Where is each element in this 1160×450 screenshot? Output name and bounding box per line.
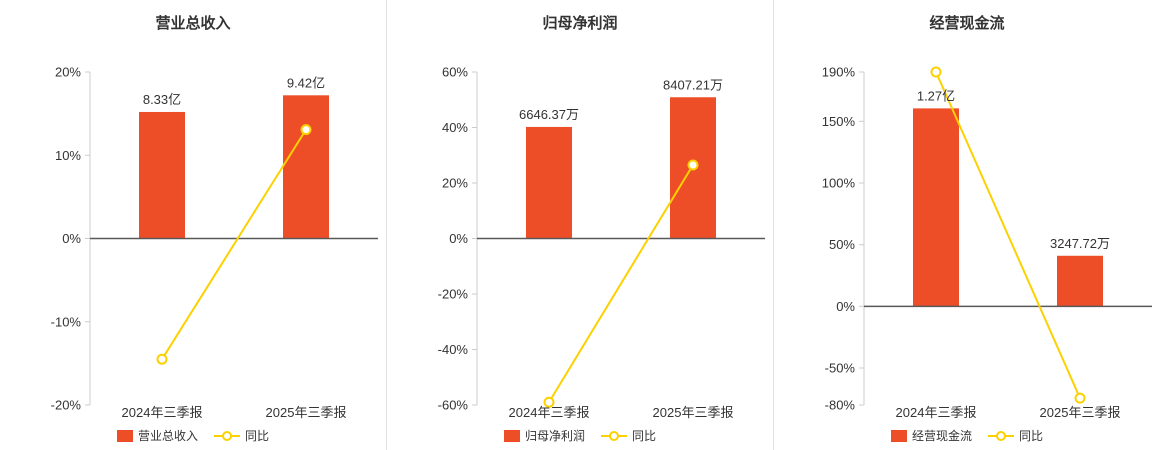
bar-swatch-icon bbox=[503, 429, 520, 442]
y-tick-label: 100% bbox=[822, 176, 856, 191]
x-category-label: 2024年三季报 bbox=[896, 405, 977, 420]
y-tick-label: -50% bbox=[825, 361, 856, 376]
x-category-label: 2025年三季报 bbox=[1040, 405, 1121, 420]
bar-value-label: 8407.21万 bbox=[663, 77, 723, 92]
y-tick-label: 50% bbox=[829, 237, 855, 252]
y-tick-label: 0% bbox=[449, 231, 468, 246]
legend-item-bar[interactable]: 营业总收入 bbox=[116, 427, 198, 444]
legend-bar-label: 营业总收入 bbox=[137, 429, 198, 443]
chart-legend-cash-flow: 经营现金流 同比 bbox=[774, 427, 1160, 444]
bar-value-label: 9.42亿 bbox=[287, 75, 325, 90]
y-tick-label: -60% bbox=[438, 398, 469, 413]
chart-legend-revenue: 营业总收入 同比 bbox=[0, 427, 386, 444]
chart-panel-net-profit: 60% 40% 20% 0% -20% -40% -60% 6646.37万 8407.21万 2… bbox=[386, 0, 773, 450]
yoy-line bbox=[935, 71, 1081, 399]
legend-line-label: 同比 bbox=[245, 429, 270, 443]
bar bbox=[1057, 255, 1103, 307]
chart-legend-net-profit: 归母净利润 同比 bbox=[387, 427, 773, 444]
legend-item-bar[interactable]: 经营现金流 bbox=[890, 427, 972, 444]
line-swatch-icon bbox=[601, 430, 627, 441]
legend-bar-label: 归母净利润 bbox=[524, 429, 585, 443]
yoy-line-marker bbox=[1074, 392, 1086, 404]
y-tick-label: -20% bbox=[51, 398, 82, 413]
bar bbox=[913, 108, 959, 307]
revenue-chart-canvas: 20% 10% 0% -10% -20% 8.33亿 9.42亿 2024年三季报 2025年三… bbox=[51, 65, 378, 420]
y-tick-label: -80% bbox=[825, 398, 856, 413]
yoy-line-marker bbox=[300, 124, 312, 136]
legend-item-line[interactable]: 同比 bbox=[214, 427, 269, 444]
legend-item-line[interactable]: 同比 bbox=[601, 427, 656, 444]
yoy-line-marker bbox=[930, 66, 942, 78]
net-profit-chart-canvas: 60% 40% 20% 0% -20% -40% -60% 6646.37万 8407.21万 2… bbox=[438, 65, 765, 420]
y-tick-label: 0% bbox=[836, 299, 855, 314]
legend-item-line[interactable]: 同比 bbox=[988, 427, 1043, 444]
bar-swatch-icon bbox=[890, 429, 907, 442]
legend-line-label: 同比 bbox=[1019, 429, 1044, 443]
legend-item-bar[interactable]: 归母净利润 bbox=[503, 427, 585, 444]
y-tick-label: -10% bbox=[51, 314, 82, 329]
y-tick-label: -40% bbox=[438, 342, 469, 357]
y-tick-label: 20% bbox=[55, 65, 81, 80]
line-swatch-icon bbox=[214, 430, 240, 441]
y-tick-label: 40% bbox=[442, 120, 468, 135]
y-tick-label: 60% bbox=[442, 65, 468, 80]
x-category-label: 2024年三季报 bbox=[122, 405, 203, 420]
yoy-line-marker bbox=[156, 353, 168, 365]
bar-value-label: 8.33亿 bbox=[143, 92, 181, 107]
yoy-line-marker bbox=[687, 159, 699, 171]
bar bbox=[283, 95, 329, 239]
bar-value-label: 6646.37万 bbox=[519, 107, 579, 122]
y-tick-label: 10% bbox=[55, 148, 81, 163]
bar-value-label: 1.27亿 bbox=[917, 88, 955, 103]
chart-title-net-profit: 归母净利润 bbox=[542, 15, 618, 32]
yoy-line-marker bbox=[543, 396, 555, 408]
x-category-label: 2024年三季报 bbox=[509, 405, 590, 420]
legend-line-label: 同比 bbox=[632, 429, 657, 443]
bar bbox=[526, 126, 572, 239]
y-tick-label: 20% bbox=[442, 176, 468, 191]
chart-title-revenue: 营业总收入 bbox=[155, 15, 231, 32]
chart-panel-revenue: 20% 10% 0% -10% -20% 8.33亿 9.42亿 2024年三季报 2025年三… bbox=[0, 0, 386, 450]
chart-panel-cash-flow: 190% 150% 100% 50% 0% -50% -80% 1.27亿 3247.72万 20… bbox=[773, 0, 1160, 450]
legend-bar-label: 经营现金流 bbox=[911, 429, 972, 443]
bar-swatch-icon bbox=[116, 429, 133, 442]
bar-value-label: 3247.72万 bbox=[1050, 236, 1110, 251]
bar bbox=[139, 111, 185, 239]
cash-flow-chart-canvas: 190% 150% 100% 50% 0% -50% -80% 1.27亿 3247.72万 20… bbox=[822, 65, 1152, 420]
yoy-line bbox=[161, 129, 307, 360]
y-tick-label: 0% bbox=[62, 231, 81, 246]
y-tick-label: -20% bbox=[438, 287, 469, 302]
chart-title-cash-flow: 经营现金流 bbox=[929, 15, 1005, 32]
y-tick-label: 150% bbox=[822, 114, 856, 129]
x-category-label: 2025年三季报 bbox=[653, 405, 734, 420]
y-tick-label: 190% bbox=[822, 65, 856, 80]
yoy-line bbox=[548, 164, 694, 403]
line-swatch-icon bbox=[988, 430, 1014, 441]
x-category-label: 2025年三季报 bbox=[266, 405, 347, 420]
